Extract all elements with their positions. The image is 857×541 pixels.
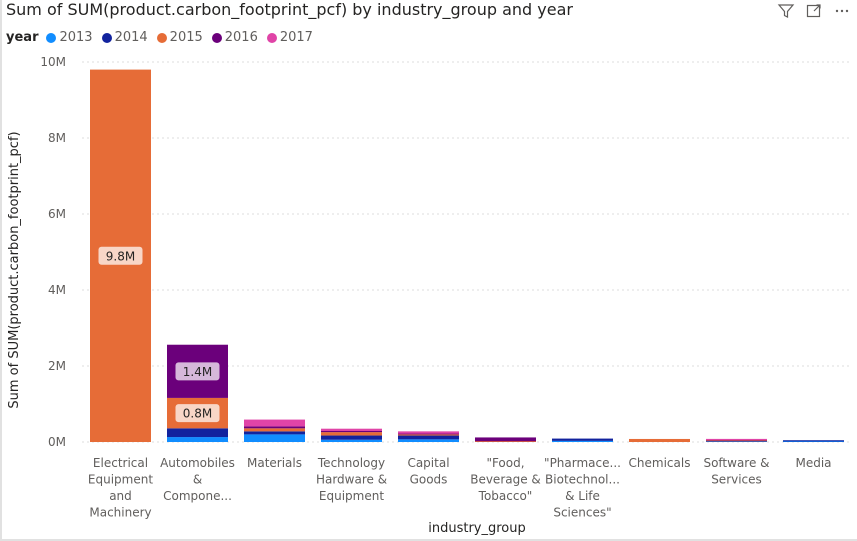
x-tick-label: Services: [711, 473, 762, 487]
bar-segment-2017: [706, 438, 767, 441]
legend-label: 2014: [114, 30, 148, 45]
x-tick-label: Compone...: [163, 489, 232, 503]
bar-segment-2017: [244, 419, 305, 427]
x-tick-label: Materials: [247, 456, 302, 470]
bar-segment-2013: [244, 434, 305, 442]
bar-segment-2015: [629, 438, 690, 442]
chart-legend: year 2013 2014 2015 2016 2017: [6, 30, 316, 45]
y-tick-label: 0M: [48, 435, 66, 449]
legend-item-2013[interactable]: 2013: [46, 30, 93, 45]
x-tick-label: Electrical: [93, 456, 148, 470]
x-tick-label: Chemicals: [629, 456, 691, 470]
legend-item-2016[interactable]: 2016: [211, 30, 258, 45]
legend-label: 2015: [169, 30, 203, 45]
bar-segment-2015: [475, 440, 536, 442]
legend-swatch: [266, 32, 277, 43]
x-tick-label: Equipment: [88, 473, 153, 487]
x-tick-label: Media: [795, 456, 831, 470]
bar-segment-2016: [398, 433, 459, 435]
legend-item-2014[interactable]: 2014: [101, 30, 148, 45]
frame-bottom-edge: [0, 539, 857, 541]
bar-segment-2014: [244, 431, 305, 435]
bar-segment-2014: [552, 438, 613, 441]
data-label-background: [175, 362, 220, 381]
y-tick-label: 4M: [48, 283, 66, 297]
data-label: 9.8M: [106, 249, 135, 263]
x-tick-label: &: [193, 473, 202, 487]
x-tick-label: Tobacco": [478, 489, 533, 503]
legend-swatch: [46, 32, 57, 43]
bar-segment-2016: [321, 430, 382, 433]
bar-segment-2015: [321, 432, 382, 436]
focus-mode-icon[interactable]: [805, 2, 823, 20]
bar-segment-2013: [398, 439, 459, 442]
x-tick-label: Sciences": [553, 506, 611, 520]
legend-item-2017[interactable]: 2017: [266, 30, 313, 45]
bar-segment-2013: [321, 439, 382, 442]
legend-swatch: [211, 32, 222, 43]
x-tick-label: Software &: [703, 456, 769, 470]
x-tick-label: Equipment: [319, 489, 384, 503]
bar-segment-2016: [244, 426, 305, 429]
x-tick-label: "Pharmace...: [544, 456, 621, 470]
y-tick-label: 8M: [48, 131, 66, 145]
bar-segment-2016: [475, 437, 536, 442]
x-tick-label: Goods: [410, 473, 448, 487]
more-options-icon[interactable]: [833, 2, 851, 20]
y-tick-label: 6M: [48, 207, 66, 221]
data-label: 0.8M: [183, 407, 212, 421]
data-label-background: [175, 404, 220, 423]
x-tick-label: Hardware &: [316, 473, 387, 487]
bar-segment-2013: [552, 440, 613, 442]
data-label: 1.4M: [183, 365, 212, 379]
bar-segment-2014: [321, 435, 382, 440]
legend-item-2015[interactable]: 2015: [156, 30, 203, 45]
bar-segment-2017: [321, 428, 382, 431]
chart-title: Sum of SUM(product.carbon_footprint_pcf)…: [6, 0, 573, 19]
bar-segment-2017: [398, 431, 459, 434]
bar-segment-2015: [706, 440, 767, 442]
x-tick-label: Technology: [317, 456, 385, 470]
legend-label: 2017: [279, 30, 313, 45]
x-tick-label: Biotechnol...: [545, 473, 620, 487]
legend-label: 2013: [59, 30, 93, 45]
x-tick-label: "Food,: [486, 456, 524, 470]
visual-header-toolbar: [777, 2, 851, 20]
x-tick-label: and: [109, 489, 132, 503]
legend-title: year: [6, 30, 39, 45]
frame-left-edge: [0, 0, 2, 541]
x-tick-label: Machinery: [89, 506, 151, 520]
bar-segment-2015: [244, 428, 305, 432]
bar-segment-2015: [398, 434, 459, 436]
legend-swatch: [101, 32, 112, 43]
filter-icon[interactable]: [777, 2, 795, 20]
bar-segment-2013: [167, 437, 228, 442]
x-tick-label: & Life: [565, 489, 600, 503]
bar-segment-2014: [783, 440, 844, 442]
x-tick-label: Automobiles: [160, 456, 235, 470]
legend-label: 2016: [224, 30, 258, 45]
data-label-background: [98, 246, 143, 265]
y-tick-label: 10M: [40, 55, 66, 69]
y-axis-title: Sum of SUM(product.carbon_footprint_pcf): [7, 131, 22, 408]
legend-swatch: [156, 32, 167, 43]
x-tick-label: Capital: [407, 456, 449, 470]
bar-segment-2014: [167, 428, 228, 438]
x-tick-label: Beverage &: [470, 473, 541, 487]
bar-segment-2014: [398, 435, 459, 440]
y-tick-label: 2M: [48, 359, 66, 373]
x-axis-title: industry_group: [428, 521, 526, 536]
